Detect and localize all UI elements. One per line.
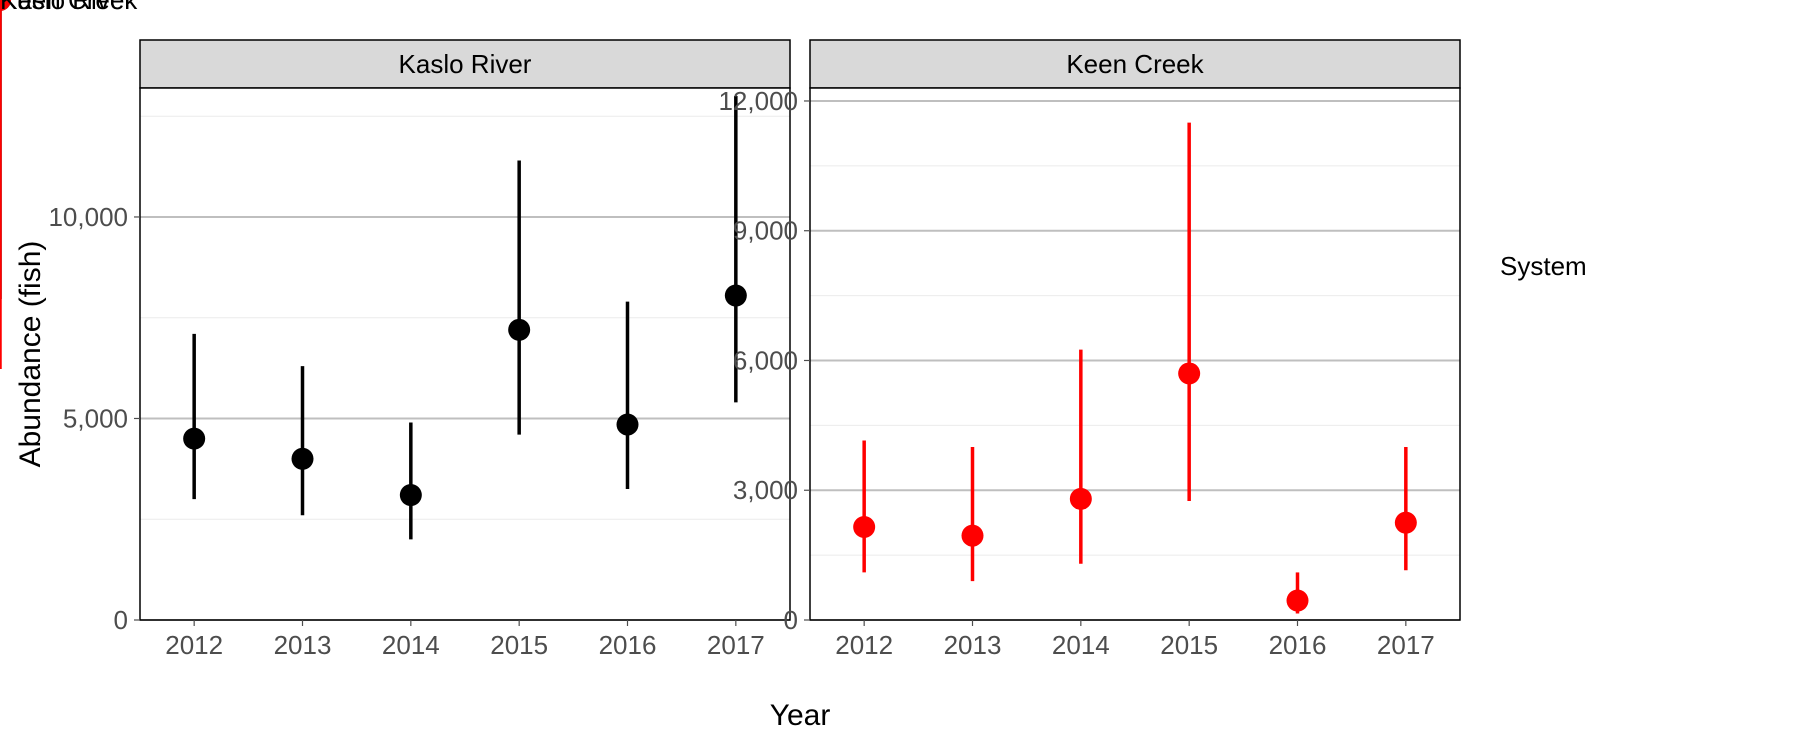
data-point — [1178, 362, 1200, 384]
x-tick-label: 2012 — [165, 630, 223, 660]
x-tick-label: 2016 — [1269, 630, 1327, 660]
data-point — [183, 428, 205, 450]
x-tick-label: 2012 — [835, 630, 893, 660]
y-tick-label: 5,000 — [63, 403, 128, 433]
data-point — [508, 319, 530, 341]
strip-label: Keen Creek — [1066, 49, 1204, 79]
legend-label: Keen Creek — [0, 0, 138, 15]
panel-1: Keen Creek 0 3,000 6,000 9,000 12,000 2012 2013… — [718, 40, 1460, 660]
x-tick-label: 2017 — [1377, 630, 1435, 660]
data-point — [1070, 488, 1092, 510]
x-tick-label: 2015 — [1160, 630, 1218, 660]
panel-bg — [140, 88, 790, 620]
data-point — [617, 414, 639, 436]
data-point — [1287, 590, 1309, 612]
y-tick-label: 0 — [114, 605, 128, 635]
data-point — [1395, 512, 1417, 534]
data-point — [400, 484, 422, 506]
y-tick-label: 12,000 — [718, 86, 798, 116]
y-tick-label: 10,000 — [48, 202, 128, 232]
data-point — [292, 448, 314, 470]
x-tick-label: 2014 — [1052, 630, 1110, 660]
panel-0: Kaslo River 0 5,000 10,000 2012 2013 2014 2015 2… — [48, 40, 790, 660]
x-tick-label: 2016 — [599, 630, 657, 660]
panel-bg — [810, 88, 1460, 620]
x-tick-label: 2013 — [944, 630, 1002, 660]
y-tick-label: 3,000 — [733, 475, 798, 505]
faceted-errorbar-chart: Abundance (fish) Year Kaslo River 0 5,000 10,… — [0, 0, 1799, 749]
x-tick-label: 2017 — [707, 630, 765, 660]
y-tick-label: 0 — [784, 605, 798, 635]
chart-svg: Abundance (fish) Year Kaslo River 0 5,000 10,… — [0, 0, 1799, 749]
x-tick-label: 2014 — [382, 630, 440, 660]
data-point — [962, 525, 984, 547]
strip-label: Kaslo River — [399, 49, 532, 79]
data-point — [725, 285, 747, 307]
y-axis-title: Abundance (fish) — [14, 241, 47, 468]
y-tick-label: 9,000 — [733, 216, 798, 246]
data-point — [853, 516, 875, 538]
x-tick-label: 2015 — [490, 630, 548, 660]
legend-title: System — [1500, 251, 1587, 281]
x-tick-label: 2013 — [274, 630, 332, 660]
y-tick-label: 6,000 — [733, 345, 798, 375]
x-axis-title: Year — [770, 699, 831, 732]
